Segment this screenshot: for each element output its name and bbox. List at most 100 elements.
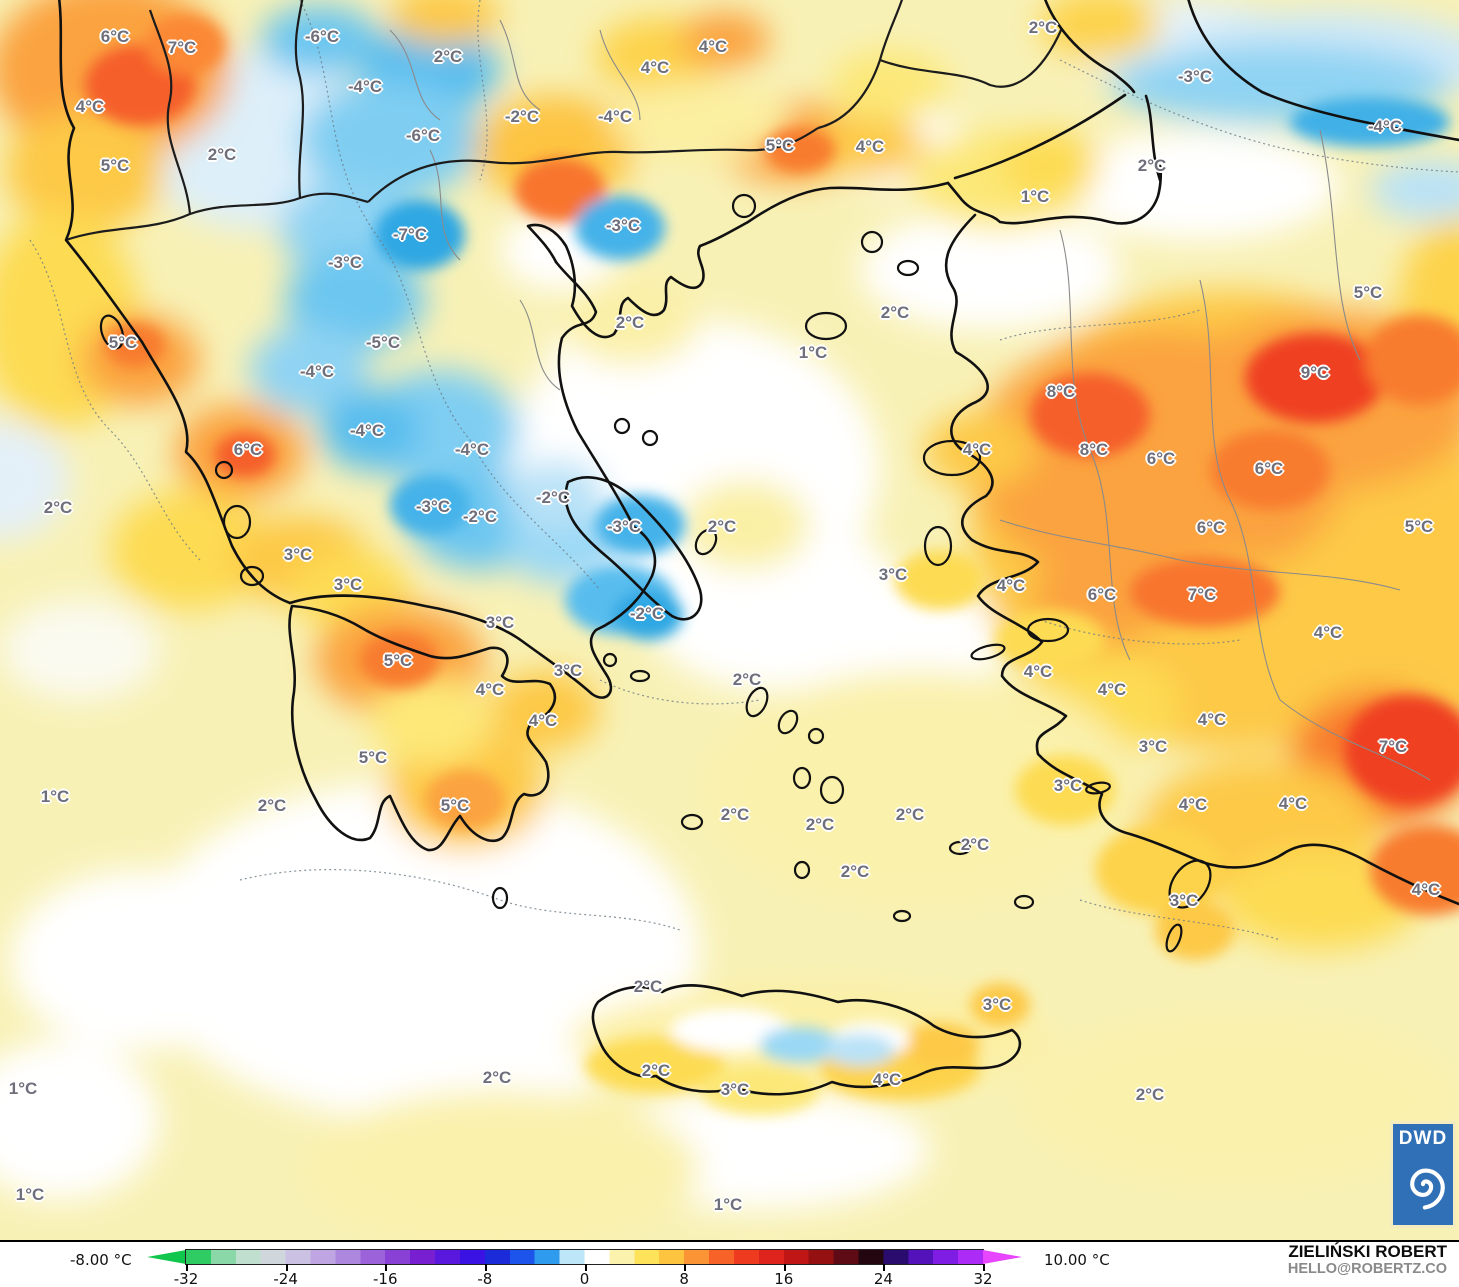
temp-label: -3°C xyxy=(606,517,642,536)
internal-borders xyxy=(389,19,1431,781)
temp-label: 9°C xyxy=(1300,363,1330,382)
temp-label: 2°C xyxy=(1135,1085,1165,1104)
temp-label: 4°C xyxy=(962,440,992,459)
temp-label: 3°C xyxy=(553,661,583,680)
temp-label: 2°C xyxy=(615,313,645,332)
temp-label: 4°C xyxy=(640,58,670,77)
colorbar-tick xyxy=(883,1264,886,1271)
temp-label: -5°C xyxy=(365,333,401,352)
colorbar-tick-label: 0 xyxy=(579,1270,590,1287)
colorbar-tick xyxy=(983,1264,985,1271)
temp-label: -4°C xyxy=(454,440,490,459)
temp-label: 5°C xyxy=(1404,517,1434,536)
colorbar-tick-label: -32 xyxy=(173,1270,199,1287)
temp-label: 2°C xyxy=(482,1068,512,1087)
temp-label: -2°C xyxy=(535,488,571,507)
colorbar-tick xyxy=(783,1264,786,1271)
temp-label: 2°C xyxy=(805,815,835,834)
temp-label: 3°C xyxy=(878,565,908,584)
colorbar-tick-label: 24 xyxy=(873,1270,893,1287)
temp-label: 4°C xyxy=(75,97,105,116)
temp-label: 5°C xyxy=(108,333,138,352)
temp-label: 2°C xyxy=(840,862,870,881)
temp-label: 1°C xyxy=(40,787,70,806)
temp-label: 5°C xyxy=(765,136,795,155)
colorbar-tick-label: 8 xyxy=(679,1270,689,1287)
temp-label: 7°C xyxy=(167,38,197,57)
temp-label: 2°C xyxy=(1137,156,1167,175)
temp-label: 2°C xyxy=(633,977,663,996)
colorbar-right-arrow xyxy=(983,1250,1022,1264)
temp-label: -4°C xyxy=(349,421,385,440)
temp-label: 4°C xyxy=(1178,795,1208,814)
temp-label: -3°C xyxy=(327,253,363,272)
temp-label: 4°C xyxy=(1411,880,1441,899)
temp-label: 2°C xyxy=(880,303,910,322)
colorbar-footer: -8.00 °C 10.00 °C -32 -24 -16 -8 0 8 16 24 32 ZI… xyxy=(0,1240,1459,1287)
temp-label: -2°C xyxy=(462,507,498,526)
attribution-email: HELLO@ROBERTZ.CO xyxy=(1287,1260,1447,1277)
colorbar-tick-label: -24 xyxy=(273,1270,298,1287)
colorbar-tick xyxy=(484,1264,487,1271)
temp-label: 2°C xyxy=(707,517,737,536)
temp-label: -2°C xyxy=(629,604,665,623)
temp-label: 2°C xyxy=(1028,18,1058,37)
dwd-spiral-icon xyxy=(1410,1168,1445,1210)
temp-label: 1°C xyxy=(8,1079,38,1098)
temp-label: 8°C xyxy=(1079,440,1109,459)
temp-label: 1°C xyxy=(798,343,828,362)
map-labels-layer: 6°C 7°C -6°C 2°C 4°C 4°C 2°C -3°C -4°C 4°C -4°C -2°… xyxy=(8,18,1441,1214)
temp-label: 6°C xyxy=(100,27,130,46)
colorbar-min-label: -8.00 °C xyxy=(70,1251,132,1269)
temp-label: 6°C xyxy=(1146,449,1176,468)
temp-label: 5°C xyxy=(100,156,130,175)
temp-label: 4°C xyxy=(872,1070,902,1089)
temp-label: 4°C xyxy=(528,711,558,730)
temp-label: 4°C xyxy=(1197,710,1227,729)
anomaly-core-layer xyxy=(85,15,1459,1115)
temp-label: -3°C xyxy=(415,497,451,516)
temp-label: 1°C xyxy=(15,1185,45,1204)
temp-label: 5°C xyxy=(440,796,470,815)
temp-label: 2°C xyxy=(960,835,990,854)
temp-label: 6°C xyxy=(1196,518,1226,537)
temp-label: 4°C xyxy=(1097,680,1127,699)
temperature-anomaly-map: 6°C 7°C -6°C 2°C 4°C 4°C 2°C -3°C -4°C 4°C -4°C -2°… xyxy=(0,0,1459,1240)
temp-label: -2°C xyxy=(504,107,540,126)
temp-label: 6°C xyxy=(1087,585,1117,604)
temp-label: 2°C xyxy=(43,498,73,517)
attribution-author: ZIELIŃSKI ROBERT xyxy=(1288,1242,1447,1261)
temp-label: 2°C xyxy=(720,805,750,824)
temp-label: 6°C xyxy=(1254,459,1284,478)
temp-label: 3°C xyxy=(485,613,515,632)
temp-label: -3°C xyxy=(605,216,641,235)
temp-label: 8°C xyxy=(1046,382,1076,401)
colorbar-tick-label: 16 xyxy=(774,1270,794,1287)
temp-label: 4°C xyxy=(1278,794,1308,813)
temp-label: 3°C xyxy=(1053,776,1083,795)
temp-label: 4°C xyxy=(475,680,505,699)
temp-label: 2°C xyxy=(641,1061,671,1080)
temp-label: 4°C xyxy=(698,37,728,56)
temp-label: -6°C xyxy=(304,27,340,46)
dwd-logo-text: DWD xyxy=(1398,1128,1448,1149)
temp-label: 6°C xyxy=(233,440,263,459)
temp-label: 3°C xyxy=(333,575,363,594)
temp-label: -4°C xyxy=(597,107,633,126)
temp-label: 4°C xyxy=(855,137,885,156)
attribution: ZIELIŃSKI ROBERT HELLO@ROBERTZ.CO xyxy=(1287,1242,1447,1278)
temp-label: 3°C xyxy=(1169,891,1199,910)
temp-label: 2°C xyxy=(732,670,762,689)
dwd-logo: DWD xyxy=(1390,1121,1456,1228)
temp-label: -3°C xyxy=(1177,67,1213,86)
colorbar-max-label: 10.00 °C xyxy=(1044,1251,1110,1269)
temp-label: 7°C xyxy=(1378,737,1408,756)
temp-label: 2°C xyxy=(257,796,287,815)
colorbar-tick-label: 32 xyxy=(973,1270,993,1287)
colorbar-tick xyxy=(684,1264,687,1271)
temp-label: 2°C xyxy=(895,805,925,824)
temp-label: 2°C xyxy=(207,145,237,164)
colorbar-tick-label: -8 xyxy=(477,1270,493,1287)
temp-label: 3°C xyxy=(283,545,313,564)
